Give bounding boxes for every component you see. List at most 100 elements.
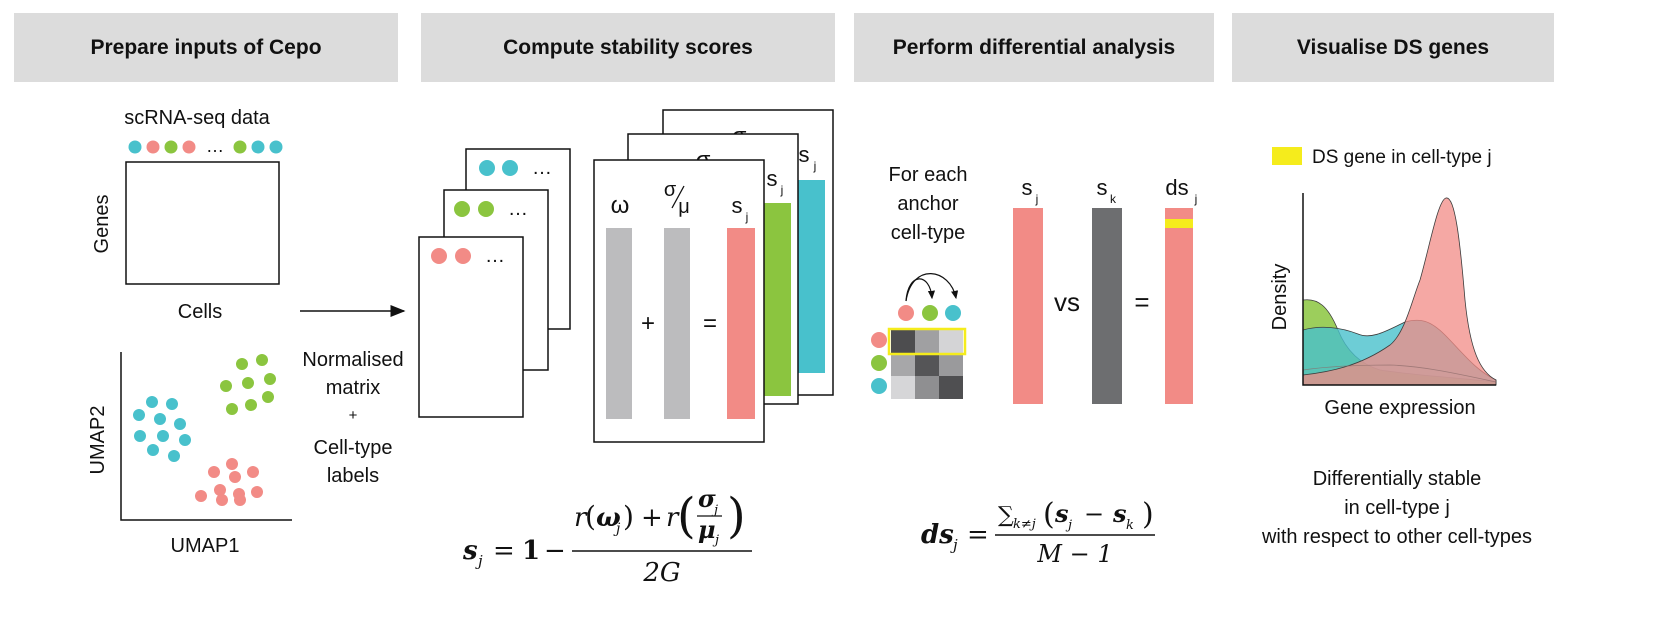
svg-text:k: k <box>1110 192 1117 206</box>
svg-text:j: j <box>613 521 621 537</box>
svg-text:−: − <box>544 536 566 566</box>
cell-dot <box>251 140 265 154</box>
cell-dot <box>233 140 247 154</box>
svg-text:j: j <box>780 183 784 197</box>
svg-text:labels: labels <box>327 465 379 487</box>
similarity-heatmap <box>887 327 967 399</box>
density-label: Density <box>1269 264 1291 331</box>
svg-text:…: … <box>508 198 528 220</box>
svg-text:k: k <box>1126 518 1134 533</box>
umap-cluster-green <box>220 354 276 415</box>
sigma-mu-bar <box>664 228 690 419</box>
green-score-bar <box>763 203 791 396</box>
umap-cluster-salmon <box>195 458 263 506</box>
cell-dots-row: … <box>128 136 283 156</box>
svg-text:j: j <box>745 210 749 224</box>
svg-text:1: 1 <box>522 536 540 566</box>
svg-text:j: j <box>712 533 719 548</box>
sj-bar <box>727 228 755 419</box>
svg-text:(: ( <box>677 488 696 544</box>
panel-prepare-inputs: scRNA-seq data … Genes Cells UMAP2 UMAP1 <box>87 107 292 557</box>
salmon-density <box>1302 197 1497 386</box>
caption-line1: Differentially stable <box>1313 468 1482 490</box>
header-differential-analysis: Perform differential analysis <box>854 13 1214 82</box>
svg-text:Normalised: Normalised <box>302 349 403 371</box>
svg-text:−: − <box>1084 500 1104 528</box>
svg-text:M − 1: M − 1 <box>1036 540 1112 568</box>
anchor-caption-line2: anchor <box>897 193 958 215</box>
anchor-caption-line3: cell-type <box>891 222 965 244</box>
panel-compute-stability: … … … σ s j σ s j ω σ μ s j + = s j <box>418 109 834 588</box>
svg-text:): ) <box>623 500 634 533</box>
svg-text:+: + <box>641 503 663 533</box>
svg-text:s: s <box>1112 499 1127 528</box>
header-visualise-ds: Visualise DS genes <box>1232 13 1554 82</box>
dots-ellipsis: … <box>206 136 224 156</box>
cell-dot <box>128 140 142 154</box>
svg-text:): ) <box>1142 497 1154 532</box>
umap2-label: UMAP2 <box>87 406 109 475</box>
plus-sign: + <box>641 310 655 337</box>
svg-text:j: j <box>1035 192 1039 206</box>
svg-text:r: r <box>574 503 588 533</box>
sigma-label: σ <box>664 179 677 201</box>
svg-text:): ) <box>727 488 746 544</box>
cell-dot <box>269 140 283 154</box>
mu-label: μ <box>678 196 690 218</box>
caption-line2: in cell-type j <box>1344 497 1450 519</box>
svg-text:(: ( <box>1043 497 1055 532</box>
scrna-seq-title: scRNA-seq data <box>124 107 270 129</box>
svg-text:s: s <box>462 536 478 566</box>
svg-text:j: j <box>813 159 817 173</box>
dsj-bar <box>1165 208 1193 404</box>
cell-dot <box>146 140 160 154</box>
equals-sign: = <box>703 310 717 337</box>
arrow-caption: Normalised matrix + Cell-type labels <box>302 349 403 487</box>
panel-differential-analysis: For each anchor cell-type s j vs s <box>871 164 1197 568</box>
omega-label: ω <box>611 192 630 219</box>
umap-cluster-cyan <box>133 396 191 462</box>
svg-text:s: s <box>799 142 810 167</box>
sj-label: s <box>1022 175 1033 200</box>
caption-line3: with respect to other cell-types <box>1261 526 1532 548</box>
svg-text:=: = <box>493 536 515 566</box>
gene-expression-label: Gene expression <box>1324 397 1475 419</box>
svg-text:2G: 2G <box>642 558 680 588</box>
legend-swatch <box>1272 147 1302 165</box>
ds-gene-highlight <box>1165 219 1193 228</box>
svg-text:r: r <box>666 503 680 533</box>
umap1-label: UMAP1 <box>171 535 240 557</box>
sj-bar <box>1013 208 1043 404</box>
svg-text:+: + <box>349 407 358 424</box>
svg-text:…: … <box>532 157 552 179</box>
svg-text:(: ( <box>585 500 596 533</box>
sj-label: s <box>732 193 743 218</box>
sk-bar <box>1092 208 1122 404</box>
anchor-caption-line1: For each <box>889 164 968 186</box>
vs-label: vs <box>1054 287 1080 317</box>
panel-visualise-ds: DS gene in cell-type j Density Gene expr… <box>1261 147 1532 548</box>
svg-text:ω: ω <box>596 503 621 533</box>
expression-matrix-box <box>125 161 280 285</box>
cells-label: Cells <box>178 301 222 323</box>
sk-label: s <box>1097 175 1108 200</box>
legend-label: DS gene in cell-type j <box>1312 147 1492 168</box>
svg-text:j: j <box>950 536 958 554</box>
svg-text:j: j <box>1065 518 1072 533</box>
svg-text:ds: ds <box>921 520 954 550</box>
svg-text:s: s <box>1054 499 1069 528</box>
stability-formula: s j = 1 − r ( ω j ) + r ( σ j μ j ) 2G <box>462 484 752 588</box>
svg-text:matrix: matrix <box>326 377 380 399</box>
dsj-label: ds <box>1165 175 1188 200</box>
svg-text:Cell-type: Cell-type <box>314 437 393 459</box>
svg-text:j: j <box>1194 192 1198 206</box>
svg-text:k≠j: k≠j <box>1013 517 1036 532</box>
svg-text:μ: μ <box>698 515 716 544</box>
svg-text:…: … <box>485 245 505 267</box>
cell-dot <box>164 140 178 154</box>
svg-text:j: j <box>711 503 718 518</box>
svg-text:σ: σ <box>698 484 716 513</box>
svg-text:=: = <box>967 520 989 550</box>
umap-axes <box>120 352 292 521</box>
